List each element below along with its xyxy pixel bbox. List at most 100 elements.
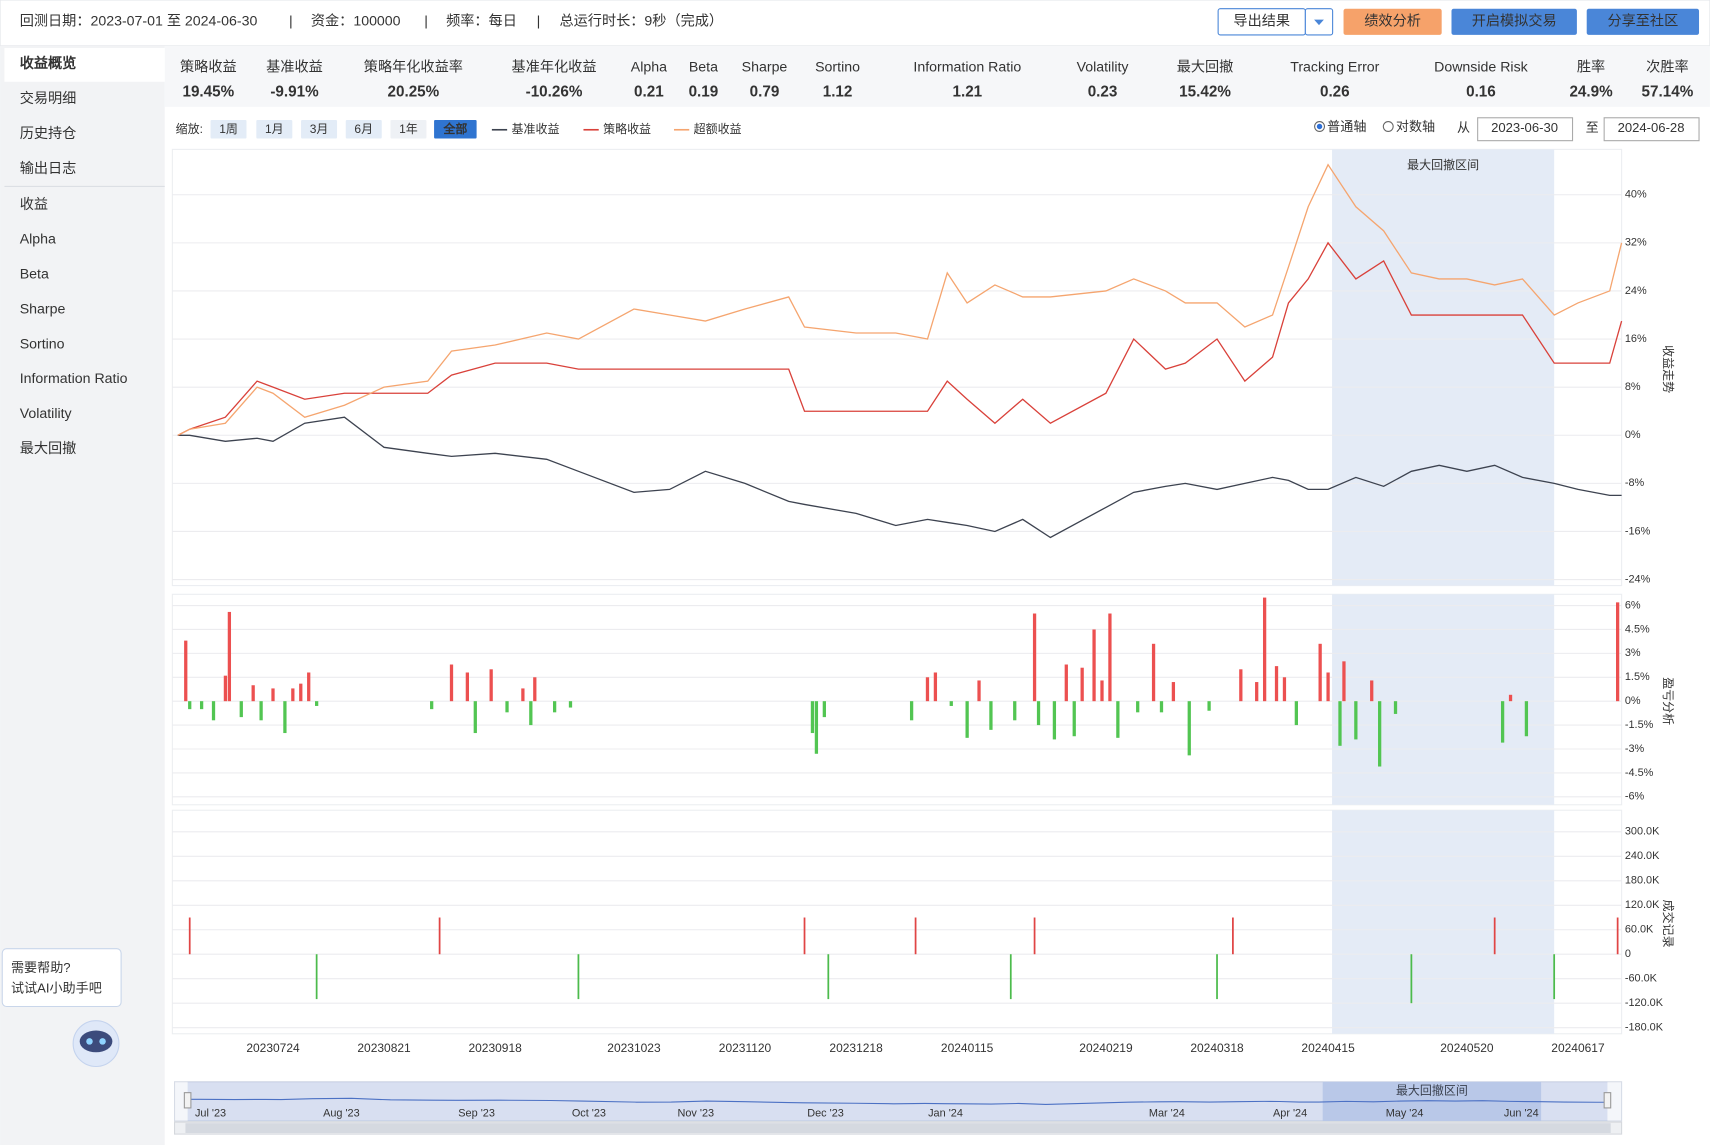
zoom-button[interactable] [434, 119, 477, 139]
bar [465, 672, 470, 702]
navigator-selection[interactable] [187, 1081, 1608, 1122]
bar [1009, 954, 1012, 1000]
bar [1033, 917, 1036, 955]
bar [914, 917, 917, 955]
y-tick-label: -120.0K [1625, 997, 1664, 1009]
axis-option[interactable]: 普通轴 [1327, 119, 1366, 134]
sidebar-item[interactable]: 最大回撤 [20, 441, 77, 457]
y-tick-label: -24% [1625, 573, 1651, 585]
sidebar-item[interactable]: Alpha [20, 232, 56, 248]
series-line [177, 163, 1623, 436]
x-tick-label: 20240617 [1551, 1041, 1605, 1055]
sidebar-item[interactable]: 交易明细 [20, 90, 77, 107]
axis-option[interactable]: 对数轴 [1396, 119, 1435, 134]
y-tick-label: 8% [1625, 381, 1641, 393]
date-input[interactable] [1477, 117, 1574, 142]
from-date[interactable]: 2023-06-30 [1491, 120, 1558, 135]
bar [1262, 597, 1267, 702]
navigator-month: Sep '23 [458, 1107, 495, 1119]
bar [1294, 701, 1298, 726]
axis-radio[interactable] [1382, 121, 1394, 132]
navigator-handle[interactable] [183, 1092, 192, 1109]
header-button-label[interactable]: 分享至社区 [1607, 13, 1678, 30]
navigator-month: Aug '23 [323, 1107, 360, 1119]
y-tick-label: 240.0K [1625, 850, 1660, 862]
bar [1013, 701, 1017, 721]
y-tick-label: 120.0K [1625, 899, 1660, 911]
x-tick-label: 20240415 [1301, 1041, 1355, 1055]
bar [533, 677, 537, 702]
bar [965, 701, 969, 738]
x-tick-label: 20240520 [1440, 1041, 1494, 1055]
help-bubble[interactable] [1, 948, 122, 1008]
metric-value: 1.21 [952, 84, 982, 101]
bar [1393, 701, 1398, 714]
sidebar-item[interactable]: Sortino [20, 336, 65, 352]
zoom-button[interactable] [301, 119, 338, 139]
navigator-month: Oct '23 [572, 1107, 606, 1119]
bar [977, 680, 981, 702]
sidebar-item[interactable]: 历史持仓 [20, 126, 77, 142]
metric-label: Volatility [1077, 59, 1130, 75]
y-tick-label: 300.0K [1625, 826, 1660, 838]
x-tick-label: 20231218 [829, 1041, 883, 1055]
metric-label: Sortino [815, 59, 860, 75]
zoom-button-label[interactable]: 1周 [219, 122, 238, 136]
from-label: 从 [1457, 120, 1470, 135]
sidebar-item[interactable]: 收益 [20, 197, 48, 213]
sidebar-item[interactable]: 收益概览 [20, 55, 77, 72]
legend-label[interactable]: 超额收益 [694, 121, 742, 136]
bar [1080, 667, 1084, 702]
metrics-bar [164, 45, 1710, 107]
bar [1052, 701, 1057, 740]
metric-label: 次胜率 [1646, 58, 1688, 75]
navigator-month: Apr '24 [1273, 1107, 1307, 1119]
metric-label: 最大回撤 [1177, 59, 1234, 75]
header-button-label[interactable]: 导出结果 [1233, 14, 1290, 30]
legend-label[interactable]: 策略收益 [603, 121, 651, 136]
y-tick-label: -8% [1625, 477, 1645, 489]
metric-value: 0.21 [634, 84, 664, 101]
navigator-handle[interactable] [1603, 1092, 1612, 1109]
bar [1410, 954, 1413, 1004]
series-line [177, 416, 1622, 539]
bar [251, 685, 255, 702]
header-button[interactable] [1451, 8, 1577, 35]
x-tick-label: 20240318 [1190, 1041, 1244, 1055]
zoom-button-label[interactable]: 1月 [265, 122, 284, 136]
zoom-button[interactable] [210, 119, 247, 139]
help-line[interactable]: 试试AI小助手吧 [11, 981, 102, 996]
help-line[interactable]: 需要帮助? [11, 960, 71, 975]
bar [803, 917, 806, 955]
bar [1136, 701, 1140, 713]
sidebar-item[interactable]: 输出日志 [20, 161, 77, 177]
bar [315, 954, 318, 1000]
metric-value: 15.42% [1179, 84, 1231, 101]
bar [1159, 701, 1164, 713]
sidebar-item[interactable]: Information Ratio [20, 371, 128, 387]
header-button[interactable] [1343, 8, 1442, 35]
sidebar-item[interactable]: Sharpe [20, 301, 66, 317]
zoom-button[interactable] [256, 119, 293, 139]
bar [925, 677, 930, 702]
bar [438, 917, 441, 955]
sidebar-item[interactable]: Beta [20, 267, 49, 283]
header-button[interactable] [1586, 8, 1700, 35]
legend-label[interactable]: 基准收益 [512, 122, 560, 136]
zoom-button[interactable] [345, 119, 382, 139]
bar [239, 701, 243, 718]
header-button-label[interactable]: 绩效分析 [1364, 14, 1421, 30]
scrollbar-thumb[interactable] [185, 1123, 1611, 1134]
x-tick-label: 20230724 [246, 1041, 300, 1055]
header-button-label[interactable]: 开启模拟交易 [1472, 13, 1557, 30]
zoom-button-label[interactable]: 全部 [442, 121, 467, 136]
to-date[interactable]: 2024-06-28 [1618, 120, 1685, 135]
bar [227, 611, 232, 702]
zoom-button-label[interactable]: 6月 [354, 122, 373, 136]
sidebar-item[interactable]: Volatility [20, 406, 73, 422]
navigator-month: Dec '23 [807, 1107, 844, 1119]
bar [1370, 680, 1374, 702]
date-input[interactable] [1603, 117, 1700, 142]
bar [259, 701, 263, 721]
zoom-button-label[interactable]: 3月 [310, 122, 329, 136]
